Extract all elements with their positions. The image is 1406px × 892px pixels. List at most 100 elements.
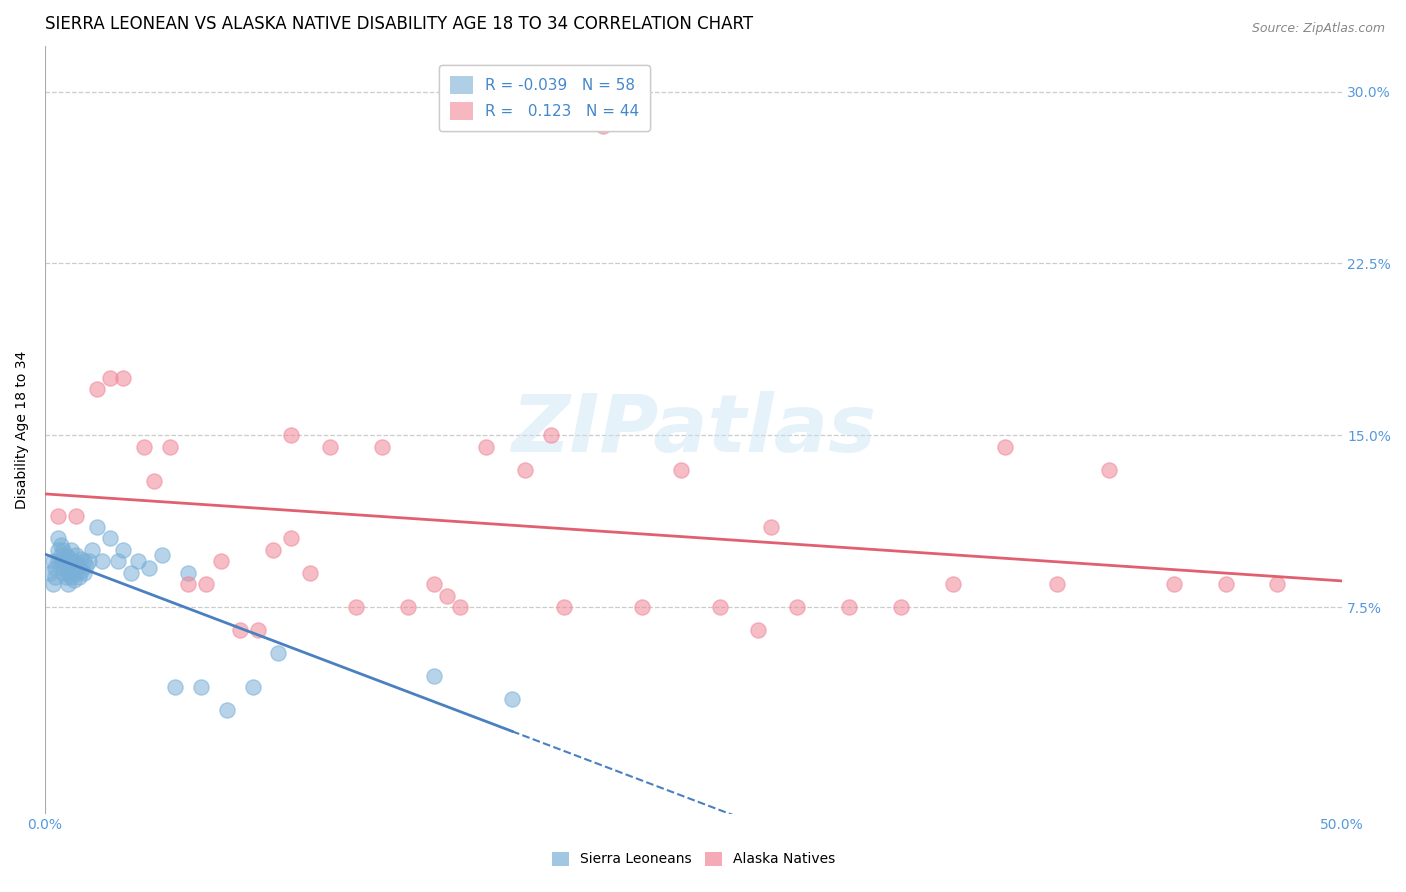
Point [59, 543, 82, 558]
Point [62, 564, 84, 578]
Point [58, 577, 80, 591]
Point [436, 589, 458, 603]
Point [49, 538, 72, 552]
Point [55, 548, 77, 562]
Point [786, 600, 808, 615]
Point [630, 600, 652, 615]
Point [55, 570, 77, 584]
Point [423, 577, 446, 591]
Point [513, 463, 536, 477]
Point [42, 554, 65, 568]
Point [592, 119, 614, 133]
Point [39, 566, 62, 580]
Point [55, 554, 77, 568]
Point [65, 548, 87, 562]
Point [176, 577, 198, 591]
Point [44, 561, 66, 575]
Point [49, 554, 72, 568]
Point [65, 566, 87, 580]
Point [747, 623, 769, 637]
Point [52, 554, 75, 568]
Point [111, 543, 134, 558]
Point [98, 532, 121, 546]
Point [58, 549, 80, 564]
Point [44, 570, 66, 584]
Point [319, 440, 342, 454]
Point [46, 508, 69, 523]
Point [49, 548, 72, 562]
Point [709, 600, 731, 615]
Point [1163, 577, 1185, 591]
Point [371, 440, 394, 454]
Point [761, 520, 783, 534]
Point [67, 559, 90, 574]
Point [242, 681, 264, 695]
Point [80, 543, 103, 558]
Point [91, 554, 114, 568]
Point [76, 559, 98, 574]
Text: Source: ZipAtlas.com: Source: ZipAtlas.com [1251, 22, 1385, 36]
Point [65, 508, 87, 523]
Point [59, 570, 82, 584]
Legend: R = -0.039   N = 58, R =   0.123   N = 44: R = -0.039 N = 58, R = 0.123 N = 44 [439, 65, 650, 131]
Point [67, 570, 90, 584]
Point [280, 532, 302, 546]
Point [70, 552, 93, 566]
Point [262, 543, 284, 558]
Point [73, 566, 96, 580]
Point [344, 600, 367, 615]
Y-axis label: Disability Age 18 to 34: Disability Age 18 to 34 [15, 351, 30, 508]
Point [1267, 577, 1289, 591]
Text: SIERRA LEONEAN VS ALASKA NATIVE DISABILITY AGE 18 TO 34 CORRELATION CHART: SIERRA LEONEAN VS ALASKA NATIVE DISABILI… [45, 15, 754, 33]
Point [475, 440, 498, 454]
Point [228, 623, 250, 637]
Point [46, 532, 69, 546]
Point [127, 554, 149, 568]
Point [132, 440, 155, 454]
Point [62, 573, 84, 587]
Point [55, 561, 77, 575]
Point [215, 703, 238, 717]
Point [58, 566, 80, 580]
Point [449, 600, 471, 615]
Point [280, 428, 302, 442]
Point [890, 600, 912, 615]
Point [111, 371, 134, 385]
Point [1046, 577, 1069, 591]
Point [59, 561, 82, 575]
Point [163, 681, 186, 695]
Point [120, 566, 142, 580]
Point [423, 669, 446, 683]
Point [42, 577, 65, 591]
Point [73, 554, 96, 568]
Point [86, 383, 108, 397]
Point [107, 554, 129, 568]
Point [98, 371, 121, 385]
Point [77, 554, 100, 568]
Point [994, 440, 1017, 454]
Point [159, 440, 181, 454]
Point [138, 561, 160, 575]
Text: ZIPatlas: ZIPatlas [512, 391, 876, 468]
Point [52, 543, 75, 558]
Point [396, 600, 419, 615]
Point [190, 681, 212, 695]
Point [46, 554, 69, 568]
Point [1215, 577, 1237, 591]
Point [52, 566, 75, 580]
Point [46, 543, 69, 558]
Point [176, 566, 198, 580]
Point [209, 554, 232, 568]
Point [838, 600, 860, 615]
Point [267, 646, 290, 660]
Point [501, 692, 523, 706]
Point [59, 554, 82, 568]
Point [942, 577, 965, 591]
Point [70, 564, 93, 578]
Point [246, 623, 269, 637]
Point [298, 566, 321, 580]
Point [540, 428, 562, 442]
Point [1098, 463, 1121, 477]
Point [194, 577, 217, 591]
Point [142, 474, 165, 488]
